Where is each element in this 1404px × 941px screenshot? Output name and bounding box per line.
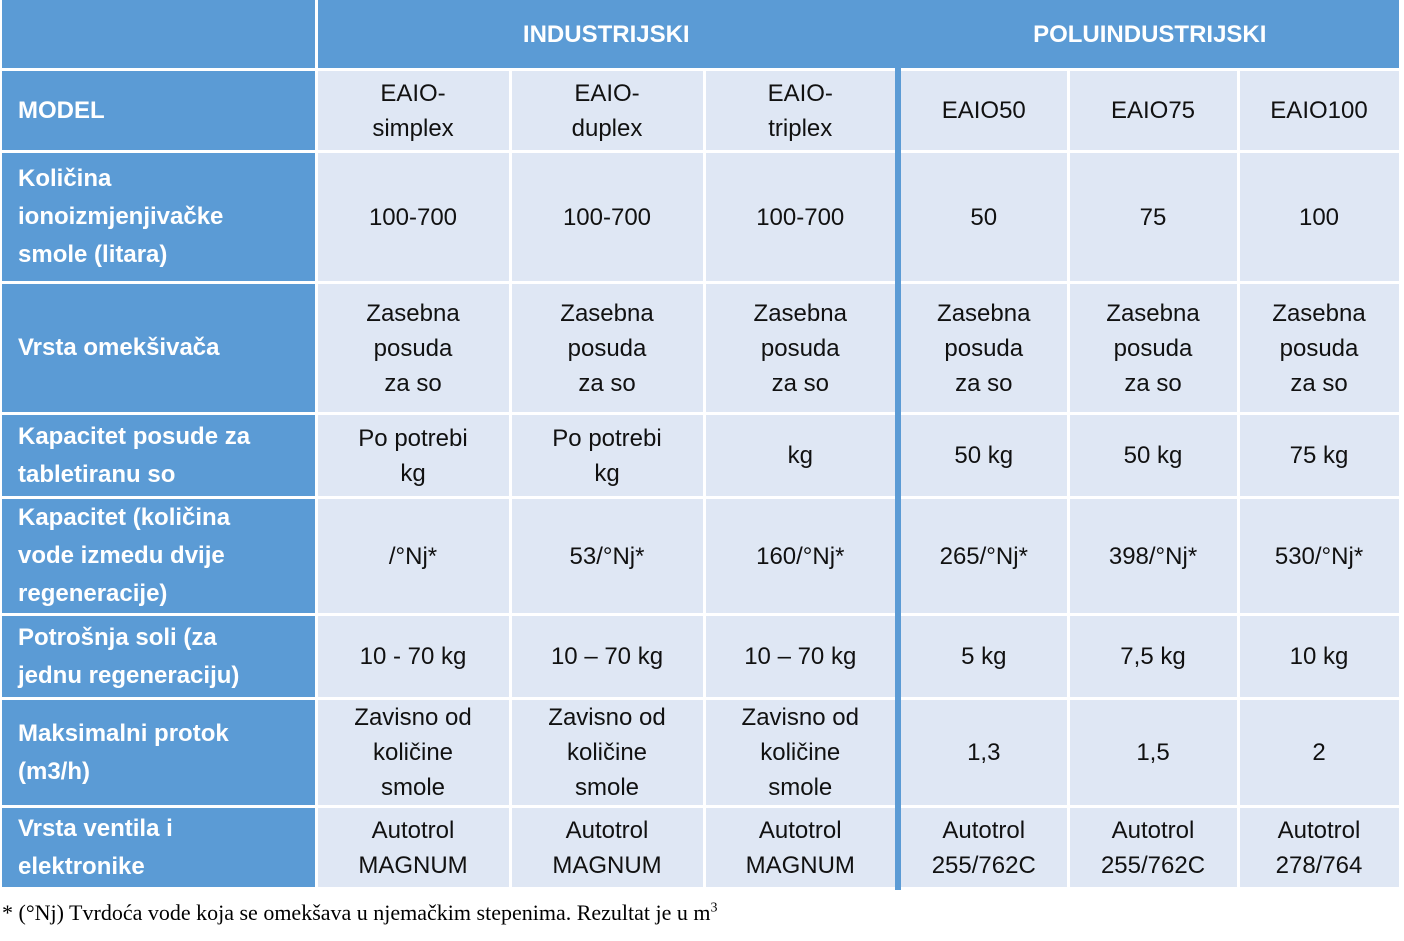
- spec-cell: Zavisno od količine smole: [704, 698, 901, 808]
- spec-cell: Po potrebi kg: [510, 413, 706, 499]
- spec-cell: 1,5: [1068, 698, 1240, 808]
- spec-cell: Autotrol 278/764: [1238, 806, 1402, 890]
- row-label: Maksimalni protok (m3/h): [2, 698, 318, 808]
- spec-cell: Autotrol MAGNUM: [704, 806, 901, 890]
- spec-row: Vrsta omekšivača Zasebna posuda za so Zase…: [2, 282, 1402, 415]
- spec-cell: Zasebna posuda za so: [898, 282, 1070, 415]
- spec-row: Vrsta ventila i elektronike Autotrol MAGN…: [2, 806, 1402, 890]
- spec-cell: Autotrol 255/762C: [1068, 806, 1240, 890]
- spec-cell: Zasebna posuda za so: [1068, 282, 1240, 415]
- row-label: Vrsta ventila i elektronike: [2, 806, 318, 890]
- spec-cell: 100: [1238, 151, 1402, 284]
- spec-cell: 75: [1068, 151, 1240, 284]
- spec-cell: Zavisno od količine smole: [510, 698, 706, 808]
- spec-cell: EAIO75: [1068, 69, 1240, 153]
- spec-row: Količina ionoizmjenjivačke smole (litara…: [2, 151, 1402, 284]
- spec-cell: EAIO- duplex: [510, 69, 706, 153]
- spec-cell: 75 kg: [1238, 413, 1402, 499]
- spec-cell: 100-700: [316, 151, 512, 284]
- spec-cell: Autotrol MAGNUM: [510, 806, 706, 890]
- spec-cell: 1,3: [898, 698, 1070, 808]
- spec-cell: 2: [1238, 698, 1402, 808]
- spec-cell: Zasebna posuda za so: [1238, 282, 1402, 415]
- spec-cell: 100-700: [510, 151, 706, 284]
- spec-cell: 10 – 70 kg: [704, 614, 901, 700]
- spec-cell: 530/°Nj*: [1238, 497, 1402, 616]
- footnote: * (°Nj) Tvrdoća vode koja se omekšava u …: [2, 900, 718, 926]
- row-label: Potrošnja soli (za jednu regeneraciju): [2, 614, 318, 700]
- group-header-blank: [2, 0, 318, 71]
- spec-row: Maksimalni protok (m3/h) Zavisno od količ…: [2, 698, 1402, 808]
- spec-cell: EAIO- triplex: [704, 69, 901, 153]
- spec-cell: Autotrol 255/762C: [898, 806, 1070, 890]
- row-label: Kapacitet posude za tabletiranu so: [2, 413, 318, 499]
- spec-cell: 53/°Nj*: [510, 497, 706, 616]
- spec-cell: 50 kg: [898, 413, 1070, 499]
- spec-cell: Zasebna posuda za so: [316, 282, 512, 415]
- spec-cell: 10 - 70 kg: [316, 614, 512, 700]
- spec-cell: 398/°Nj*: [1068, 497, 1240, 616]
- group-header-semi-industrial: POLUINDUSTRIJSKI: [898, 0, 1402, 71]
- spec-cell: Po potrebi kg: [316, 413, 512, 499]
- group-header-industrial: INDUSTRIJSKI: [316, 0, 901, 71]
- spec-cell: Zasebna posuda za so: [510, 282, 706, 415]
- spec-row: MODEL EAIO- simplex EAIO- duplex EAIO- trip…: [2, 69, 1402, 153]
- spec-cell: Zavisno od količine smole: [316, 698, 512, 808]
- row-label: Kapacitet (količina vode izmedu dvije re…: [2, 497, 318, 616]
- spec-cell: 10 – 70 kg: [510, 614, 706, 700]
- spec-cell: 100-700: [704, 151, 901, 284]
- spec-cell: kg: [704, 413, 901, 499]
- spec-table-body: MODEL EAIO- simplex EAIO- duplex EAIO- trip…: [2, 69, 1402, 890]
- spec-cell: 5 kg: [898, 614, 1070, 700]
- spec-row: Kapacitet posude za tabletiranu so Po pot…: [2, 413, 1402, 499]
- spec-cell: 50: [898, 151, 1070, 284]
- spec-cell: 160/°Nj*: [704, 497, 901, 616]
- footnote-superscript: 3: [710, 900, 718, 916]
- row-label: Vrsta omekšivača: [2, 282, 318, 415]
- spec-cell: 265/°Nj*: [898, 497, 1070, 616]
- spec-cell: /°Nj*: [316, 497, 512, 616]
- spec-cell: 10 kg: [1238, 614, 1402, 700]
- spec-row: Potrošnja soli (za jednu regeneraciju) 10…: [2, 614, 1402, 700]
- row-label: Količina ionoizmjenjivačke smole (litara…: [2, 151, 318, 284]
- spec-cell: 50 kg: [1068, 413, 1240, 499]
- softener-spec-table: INDUSTRIJSKI POLUINDUSTRIJSKI MODEL EAIO-…: [2, 0, 1402, 890]
- spec-cell: EAIO50: [898, 69, 1070, 153]
- spec-cell: EAIO- simplex: [316, 69, 512, 153]
- footnote-text: * (°Nj) Tvrdoća vode koja se omekšava u …: [2, 900, 711, 925]
- spec-cell: EAIO100: [1238, 69, 1402, 153]
- spec-row: Kapacitet (količina vode izmedu dvije re…: [2, 497, 1402, 616]
- spec-cell: Zasebna posuda za so: [704, 282, 901, 415]
- spec-cell: 7,5 kg: [1068, 614, 1240, 700]
- row-label: MODEL: [2, 69, 318, 153]
- group-header-row: INDUSTRIJSKI POLUINDUSTRIJSKI: [2, 0, 1402, 71]
- spec-cell: Autotrol MAGNUM: [316, 806, 512, 890]
